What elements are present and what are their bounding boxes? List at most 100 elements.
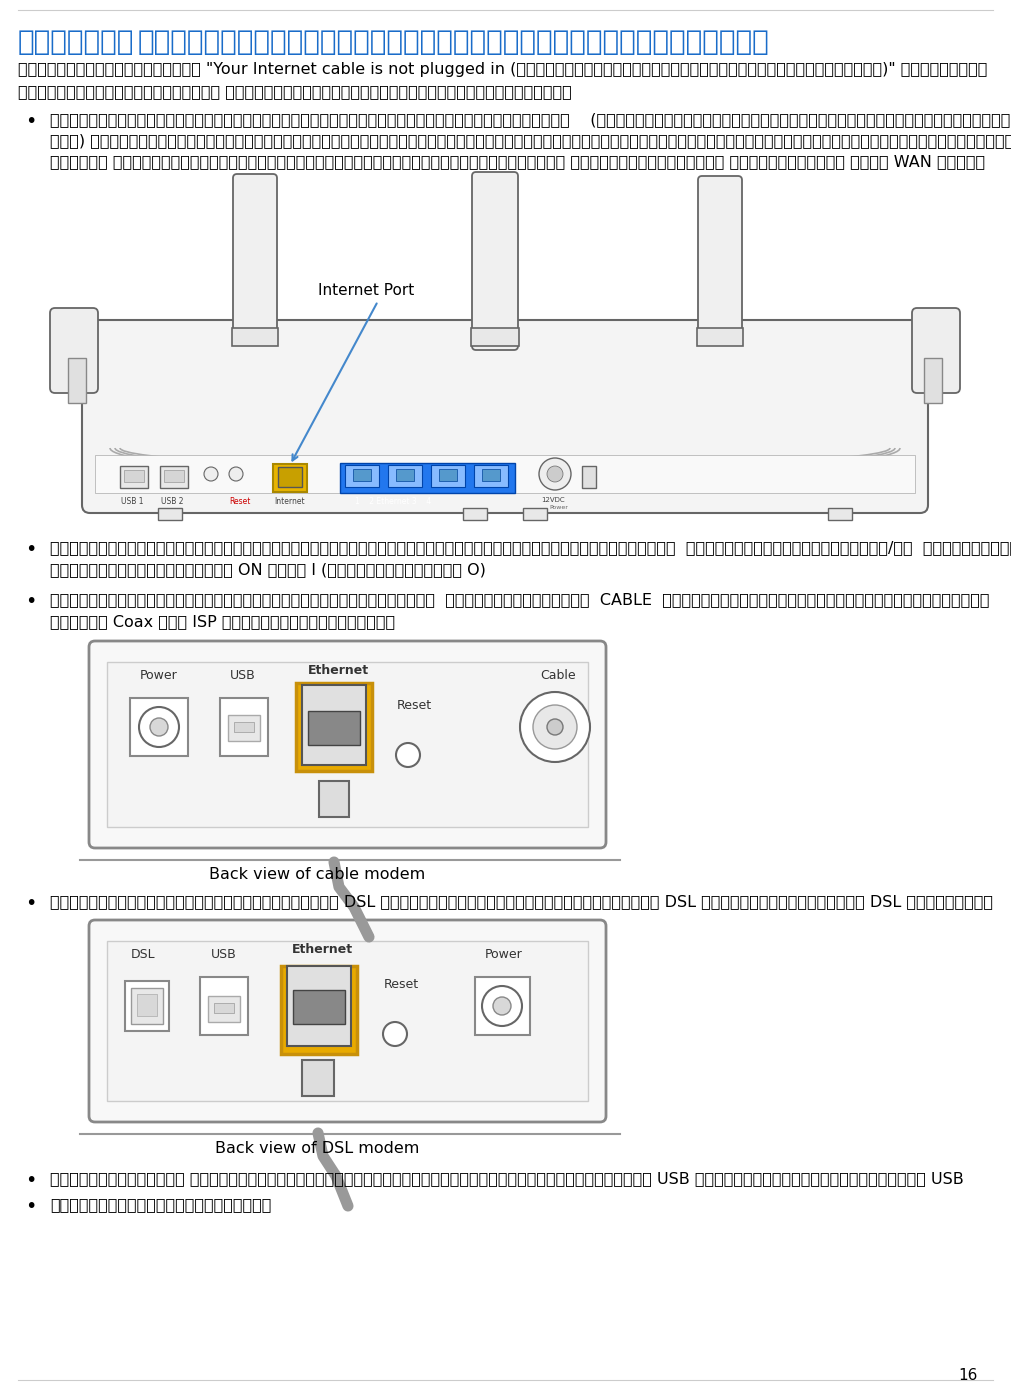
Bar [287,966,351,1047]
Bar [463,507,487,520]
Bar [293,990,345,1024]
Text: Power: Power [140,669,178,682]
Bar [232,328,278,346]
Text: USB 2: USB 2 [161,498,184,506]
Text: Ethernet: Ethernet [292,942,353,956]
Text: •: • [25,113,36,131]
Text: 12VDC: 12VDC [541,498,564,503]
Text: Cable: Cable [540,669,575,682]
Bar [278,467,302,486]
Bar [107,941,588,1101]
Bar [124,470,144,482]
Bar [296,682,372,771]
Text: หากคุณใช้บริการอินเทอร์เน็ตผ่านสายเคเบิล  ตรวจสอบว่าพอร์ต  CABLE  ของเคเบิลโมเด็: หากคุณใช้บริการอินเทอร์เน็ตผ่านสายเคเบิล… [50,592,990,607]
Bar [431,466,465,486]
Text: •: • [25,1197,36,1216]
Circle shape [493,997,511,1015]
Text: USB: USB [211,948,237,960]
Text: หากบริการอินเทอร์เน็ตของคุณคือ DSL ตรวจสอบให้แน่ใจว่าสายโทรศัพท์ DSL เชื่อมต่อกั: หากบริการอินเทอร์เน็ตของคุณคือ DSL ตรวจส… [50,894,993,909]
Bar [924,359,942,403]
Text: •: • [25,894,36,913]
FancyBboxPatch shape [233,174,277,342]
Bar [523,507,547,520]
Text: เคเบิล Coax ที่ ISP ของคุณจัดเตรียมให้: เคเบิล Coax ที่ ISP ของคุณจัดเตรียมให้ [50,614,395,630]
Text: ตรวจสอบให้แน่ใจว่าสายเคเบิลอีเธอร์เน็ตหรืออินเทอร์เน็ต    (หรือสายเคเบิลแบบเดียว: ตรวจสอบให้แน่ใจว่าสายเคเบิลอีเธอร์เน็ตหร… [50,113,1011,126]
Text: ติดตั้งเราเตอร์อีกครั้ง: ติดตั้งเราเตอร์อีกครั้ง [50,1197,271,1212]
FancyBboxPatch shape [698,177,742,342]
Circle shape [482,986,522,1026]
Bar [137,994,157,1016]
Circle shape [539,457,571,491]
Bar [302,685,366,764]
Text: •: • [25,1170,36,1190]
Bar [107,662,588,827]
Text: ดีแล้ว โดยปกติพอร์ตนี้บนโมเด็มจะมีป้ายกำกับอีเธอร์เน็ต แต่อาจใช้ชื่อว่า อินเทอร์: ดีแล้ว โดยปกติพอร์ตนี้บนโมเด็มจะมีป้ายกำ… [50,154,985,170]
Text: DSL: DSL [131,948,156,960]
Bar [302,1061,334,1095]
Circle shape [533,705,577,749]
Text: กดสวิตช์เป็นตำแหน่ง ON หรือ l (ซึ่งตรงข้ามกับ O): กดสวิตช์เป็นตำแหน่ง ON หรือ l (ซึ่งตรงข้… [50,562,486,577]
Text: 1    2 Ethernet 3    4: 1 2 Ethernet 3 4 [355,498,431,506]
Text: ข้อความ: ข้อความ [18,28,134,56]
Bar [130,698,188,756]
Text: •: • [25,539,36,559]
Circle shape [396,744,420,767]
Bar [308,712,360,745]
Bar [439,468,457,481]
Text: Reset: Reset [229,498,251,506]
Text: Reset: Reset [384,979,420,991]
Bar [482,468,500,481]
Text: หากก่อนหน้านี้ คอมพิวเตอร์ของคุณเชื่อมต่อกับโมเด็มของคุณด้วยสาย USB ให้ยกเลิกการ: หากก่อนหน้านี้ คอมพิวเตอร์ของคุณเชื่อมต่… [50,1170,963,1186]
Bar [582,466,596,488]
Bar [340,463,515,493]
FancyBboxPatch shape [472,172,518,350]
Bar [200,977,248,1036]
Bar [353,468,371,481]
Bar [396,468,413,481]
Bar [220,698,268,756]
Bar [125,981,169,1031]
Bar [158,507,182,520]
Circle shape [204,467,218,481]
Text: คุณยังไม่ได้เสียบสายเคเบิลอินเทอร์เน็ต: คุณยังไม่ได้เสียบสายเคเบิลอินเทอร์เน็ต [137,28,769,56]
Bar [228,714,260,741]
Bar [160,466,188,488]
Text: •: • [25,592,36,612]
Circle shape [150,719,168,735]
Text: USB: USB [229,669,256,682]
Text: Internet: Internet [274,498,304,506]
Bar [828,507,852,520]
Bar [319,781,349,817]
Bar [164,470,184,482]
Text: Ethernet: Ethernet [308,664,369,677]
Text: หากคุณได้รับข้อความ "Your Internet cable is not plugged in (คุณยังไม่ได้เสียบสาย: หากคุณได้รับข้อความ "Your Internet cable… [18,63,988,76]
Bar [120,466,148,488]
Bar [697,328,743,346]
Circle shape [547,466,563,482]
Bar [475,977,530,1036]
Bar [471,328,519,346]
Text: USB 1: USB 1 [121,498,144,506]
FancyBboxPatch shape [89,920,606,1122]
Bar [474,466,508,486]
Text: Power: Power [549,505,568,510]
Text: Back view of cable modem: Back view of cable modem [209,867,425,883]
Circle shape [139,708,179,746]
Circle shape [229,467,243,481]
Text: Reset: Reset [397,699,432,712]
Bar [273,464,307,492]
Bar [208,997,240,1022]
Text: 16: 16 [958,1368,978,1383]
Text: Internet Port: Internet Port [318,284,415,297]
Text: Power: Power [485,948,523,960]
Bar [281,966,357,1054]
Circle shape [547,719,563,735]
Bar [388,466,422,486]
Bar [95,455,915,493]
Circle shape [520,692,590,762]
FancyBboxPatch shape [912,309,960,393]
Bar [214,1004,234,1013]
Bar [234,721,254,733]
FancyBboxPatch shape [89,641,606,848]
FancyBboxPatch shape [50,309,98,393]
